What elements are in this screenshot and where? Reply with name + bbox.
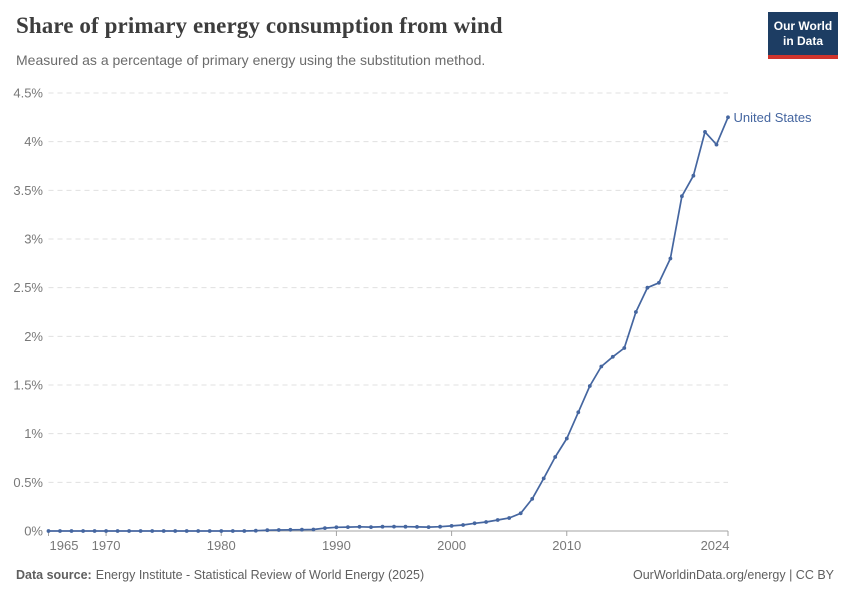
y-tick-label: 4%	[24, 134, 43, 149]
data-point[interactable]	[645, 285, 650, 290]
x-tick-label: 2024	[701, 538, 730, 553]
data-point[interactable]	[311, 527, 316, 532]
data-point[interactable]	[403, 524, 408, 529]
data-point[interactable]	[369, 525, 373, 529]
x-tick-label: 2010	[552, 538, 581, 553]
owid-logo[interactable]: Our World in Data	[768, 12, 838, 59]
data-point[interactable]	[380, 524, 385, 529]
data-point[interactable]	[518, 511, 523, 516]
x-tick-label: 2000	[437, 538, 466, 553]
data-point[interactable]	[265, 528, 270, 533]
data-point[interactable]	[530, 497, 535, 501]
data-point[interactable]	[161, 529, 166, 533]
data-point[interactable]	[230, 529, 235, 533]
y-tick-label: 3%	[24, 232, 43, 247]
data-point[interactable]	[276, 528, 281, 532]
data-point[interactable]	[184, 529, 189, 533]
data-point[interactable]	[415, 525, 419, 529]
y-tick-label: 4.5%	[13, 86, 43, 101]
data-point[interactable]	[69, 529, 74, 533]
y-tick-label: 3.5%	[13, 183, 43, 198]
owid-logo-line2: in Data	[782, 34, 823, 48]
y-tick-label: 0.5%	[13, 475, 43, 490]
data-point[interactable]	[300, 527, 304, 532]
data-point[interactable]	[196, 529, 201, 533]
data-point[interactable]	[484, 520, 488, 524]
data-point[interactable]	[150, 529, 155, 533]
data-point[interactable]	[104, 529, 108, 533]
data-point[interactable]	[253, 528, 258, 533]
series-line[interactable]	[47, 116, 729, 532]
data-point[interactable]	[657, 280, 661, 285]
data-point[interactable]	[587, 384, 592, 388]
data-point[interactable]	[219, 529, 224, 533]
y-tick-label: 2.5%	[13, 280, 43, 295]
data-point[interactable]	[357, 524, 362, 529]
data-point[interactable]	[507, 516, 512, 520]
data-point[interactable]	[668, 256, 673, 261]
x-tick-label: 1970	[92, 538, 121, 553]
data-source-text: Energy Institute - Statistical Review of…	[95, 568, 425, 582]
data-point[interactable]	[599, 364, 604, 369]
data-point[interactable]	[495, 518, 500, 522]
data-point[interactable]	[553, 455, 558, 459]
data-point[interactable]	[207, 529, 212, 533]
data-point[interactable]	[680, 194, 684, 199]
data-point[interactable]	[564, 436, 569, 441]
y-tick-label: 2%	[24, 329, 43, 344]
data-point[interactable]	[242, 529, 247, 533]
data-point[interactable]	[622, 346, 627, 350]
data-point[interactable]	[714, 142, 719, 147]
chart-footer: Data source: Energy Institute - Statistic…	[16, 568, 834, 582]
data-point[interactable]	[691, 173, 696, 178]
page-title: Share of primary energy consumption from…	[16, 13, 503, 38]
data-point[interactable]	[81, 529, 85, 533]
data-point[interactable]	[46, 529, 51, 533]
data-point[interactable]	[58, 529, 62, 533]
data-source: Data source: Energy Institute - Statistic…	[16, 568, 424, 582]
data-point[interactable]	[576, 410, 581, 415]
data-point[interactable]	[461, 523, 465, 527]
data-point[interactable]	[323, 526, 327, 530]
data-point[interactable]	[610, 354, 615, 359]
footer-attribution[interactable]: OurWorldinData.org/energy | CC BY	[632, 568, 834, 582]
chart-subtitle: Measured as a percentage of primary ener…	[16, 52, 486, 68]
x-tick-label: 1965	[50, 538, 79, 553]
data-point[interactable]	[726, 115, 730, 120]
data-point[interactable]	[449, 524, 454, 528]
data-point[interactable]	[92, 529, 97, 533]
data-point[interactable]	[438, 524, 442, 529]
data-point[interactable]	[288, 527, 293, 532]
data-point[interactable]	[392, 524, 396, 529]
data-point[interactable]	[138, 529, 143, 533]
y-tick-label: 1%	[24, 426, 43, 441]
data-point[interactable]	[173, 529, 178, 533]
data-source-label: Data source:	[16, 568, 92, 582]
data-point[interactable]	[634, 310, 638, 314]
data-point[interactable]	[115, 529, 120, 533]
data-point[interactable]	[334, 525, 339, 530]
y-tick-label: 1.5%	[13, 378, 43, 393]
data-point[interactable]	[426, 525, 431, 529]
entity-label[interactable]: United States	[734, 110, 813, 125]
x-tick-label: 1990	[322, 538, 351, 553]
owid-logo-line1: Our World	[773, 19, 833, 33]
data-point[interactable]	[472, 521, 477, 526]
data-point[interactable]	[703, 130, 707, 134]
y-tick-label: 0%	[24, 524, 43, 539]
data-point[interactable]	[127, 529, 131, 533]
data-point[interactable]	[346, 525, 350, 529]
data-point[interactable]	[541, 476, 546, 481]
x-tick-label: 1980	[207, 538, 236, 553]
